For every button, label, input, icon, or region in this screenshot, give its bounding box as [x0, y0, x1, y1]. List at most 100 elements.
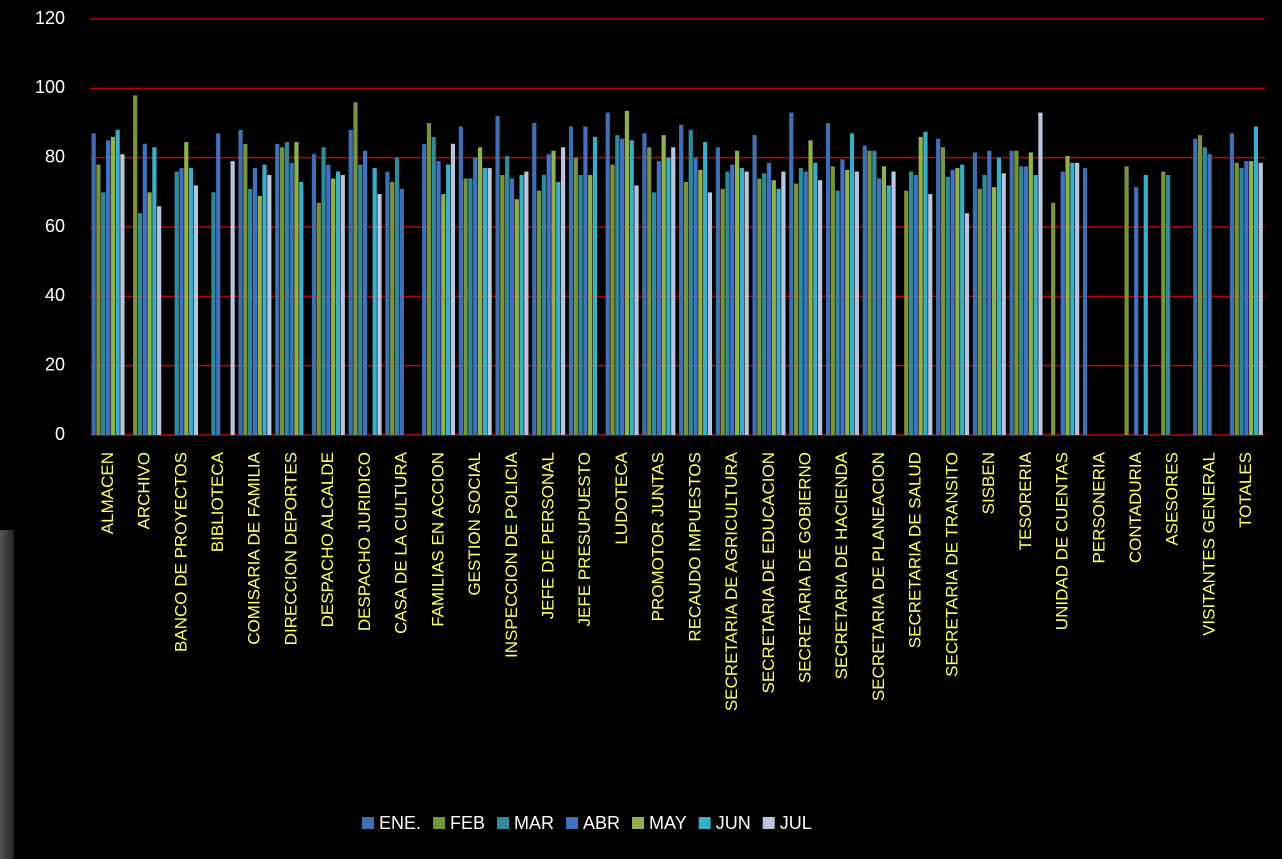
bar	[188, 168, 194, 436]
bar	[647, 147, 652, 435]
bar	[972, 152, 978, 435]
bar	[468, 178, 473, 435]
bar	[656, 161, 661, 435]
bar	[671, 147, 676, 435]
bar	[913, 175, 918, 435]
x-tick-label: SECRETARIA DE TRANSITO	[942, 452, 961, 677]
bar	[744, 171, 749, 436]
legend-label: JUL	[780, 813, 812, 833]
bar	[845, 169, 850, 436]
bar	[588, 175, 593, 435]
bar	[703, 142, 708, 436]
bar	[825, 123, 831, 435]
bar	[262, 164, 267, 435]
bar	[101, 192, 106, 435]
bar	[422, 143, 427, 436]
bar	[610, 164, 615, 435]
bar	[482, 168, 487, 436]
bar	[348, 129, 353, 435]
bar	[560, 147, 566, 435]
bar	[620, 138, 625, 435]
bar	[1166, 175, 1171, 435]
x-tick-label: BIBLIOTECA	[208, 451, 227, 552]
bar	[987, 150, 992, 435]
bar	[1033, 175, 1038, 435]
bar	[960, 164, 965, 435]
y-tick-label: 80	[45, 146, 65, 166]
bar	[950, 169, 955, 436]
bar	[179, 168, 184, 436]
bar	[955, 168, 960, 436]
x-tick-label: PERSONERIA	[1089, 451, 1108, 563]
bar	[794, 183, 799, 435]
bar	[1038, 112, 1043, 435]
bar	[928, 194, 933, 435]
bar	[358, 164, 363, 435]
bar	[683, 181, 689, 435]
bar	[399, 188, 404, 435]
x-tick-label: CONTADURIA	[1126, 451, 1145, 563]
bar	[592, 136, 598, 435]
bar	[918, 136, 923, 435]
legend-label: ENE.	[379, 813, 421, 833]
bar	[1082, 168, 1088, 436]
bar	[1028, 152, 1033, 435]
bar	[1065, 155, 1070, 435]
x-tick-label: INSPECCION DE POLICIA	[502, 451, 521, 658]
x-tick-label: DESPACHO JURIDICO	[355, 452, 374, 631]
bar	[362, 150, 368, 435]
bar	[573, 157, 578, 435]
bar	[808, 140, 813, 436]
bar	[532, 123, 537, 435]
legend-swatch	[433, 817, 446, 829]
bar	[1249, 161, 1254, 435]
bar	[372, 168, 377, 436]
bar	[331, 178, 336, 435]
bar	[152, 147, 157, 435]
bar	[441, 194, 446, 435]
bar	[446, 164, 451, 435]
bar	[1197, 135, 1203, 435]
bar	[776, 188, 781, 435]
bar	[463, 178, 468, 435]
bar	[142, 143, 147, 436]
bar	[886, 185, 891, 435]
bar	[867, 150, 872, 435]
x-tick-label: FAMILIAS EN ACCION	[428, 452, 447, 627]
bar	[766, 162, 772, 435]
bar	[1253, 126, 1259, 435]
bar	[299, 181, 304, 435]
bar	[243, 143, 248, 436]
bar	[335, 171, 341, 436]
x-tick-label: SECRETARIA DE HACIENDA	[832, 451, 851, 679]
y-tick-label: 60	[45, 216, 65, 236]
bar	[377, 194, 382, 435]
bar	[813, 162, 818, 435]
bar	[940, 147, 946, 435]
bar	[110, 136, 115, 435]
bar	[500, 175, 505, 435]
legend-label: MAR	[514, 813, 554, 833]
bar	[394, 157, 400, 435]
bar	[977, 188, 982, 435]
bar	[390, 181, 395, 435]
bar	[996, 157, 1002, 435]
bar	[891, 171, 896, 436]
bar	[353, 102, 358, 435]
bar	[279, 147, 285, 435]
background-strip	[0, 530, 14, 859]
bar	[316, 202, 321, 435]
y-tick-label: 40	[45, 285, 65, 305]
bar	[519, 175, 524, 435]
x-tick-label: DESPACHO ALCALDE	[318, 452, 337, 627]
bar	[115, 129, 120, 435]
bar	[96, 164, 101, 435]
bar	[321, 147, 326, 435]
bar	[487, 168, 492, 436]
bar	[568, 126, 574, 435]
legend-swatch	[762, 817, 775, 829]
bar	[133, 95, 138, 436]
bar	[450, 143, 456, 436]
bar	[509, 178, 515, 435]
x-tick-label: UNIDAD DE CUENTAS	[1053, 452, 1072, 630]
